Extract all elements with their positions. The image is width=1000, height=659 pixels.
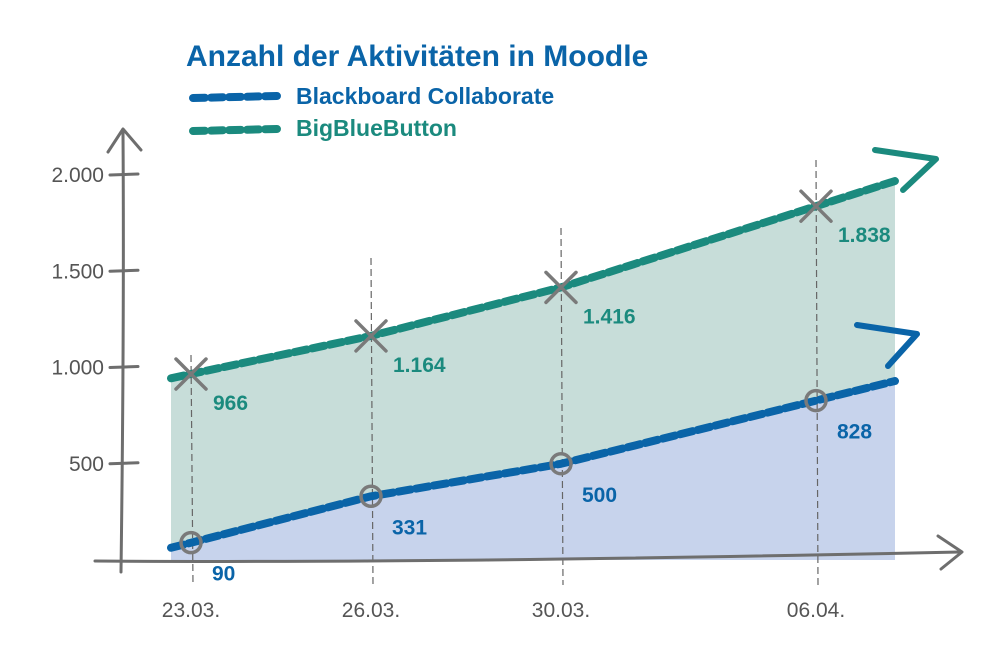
trend-arrows: [854, 147, 939, 369]
x-tick-label: 06.04.: [787, 599, 845, 622]
y-tick-label: 1.000: [51, 357, 104, 380]
series-line-bigbluebutton: [167, 177, 899, 383]
y-axis-arrowhead: [106, 127, 143, 154]
area-fills: [171, 181, 895, 560]
legend-swatch-blackboard: [189, 92, 281, 102]
data-label-bigbluebutton: 966: [213, 392, 248, 415]
x-axis: [93, 550, 962, 563]
point-bigbluebutton: [799, 189, 833, 223]
point-blackboard: [549, 452, 573, 476]
guide-line: [190, 354, 194, 586]
data-labels: 90 331 500 828 966 1.164 1.416 1.838: [212, 224, 891, 585]
data-markers: [174, 189, 833, 555]
series-lines: [167, 177, 899, 552]
x-axis-arrowhead: [936, 534, 964, 571]
data-label-blackboard: 331: [392, 516, 427, 539]
data-label-bigbluebutton: 1.838: [838, 224, 891, 247]
x-tick-label: 23.03.: [162, 599, 220, 622]
legend-swatch-bigbluebutton: [189, 125, 281, 135]
trend-arrow-blackboard: [854, 322, 920, 369]
data-label-bigbluebutton: 1.164: [393, 354, 446, 377]
point-blackboard: [804, 388, 828, 413]
chart-title: Anzahl der Aktivitäten in Moodle: [186, 40, 648, 73]
y-tick-label: 1.500: [51, 260, 104, 283]
y-tick-mark: [108, 365, 140, 369]
point-blackboard: [179, 530, 203, 555]
y-tick-mark: [108, 461, 140, 466]
x-ticks: 23.03. 26.03. 30.03. 06.04.: [162, 599, 845, 622]
data-label-blackboard: 500: [582, 484, 617, 507]
y-axis: [119, 130, 125, 574]
point-bigbluebutton: [354, 319, 388, 353]
legend: Blackboard Collaborate BigBlueButton: [189, 83, 554, 141]
y-tick-mark: [108, 268, 140, 273]
axes: [93, 127, 964, 574]
x-tick-label: 30.03.: [532, 599, 590, 622]
y-tick-mark: [108, 172, 140, 177]
y-tick-label: 2.000: [51, 164, 104, 187]
data-label-bigbluebutton: 1.416: [583, 305, 636, 328]
guide-line: [815, 159, 819, 586]
y-ticks: 500 1.000 1.500 2.000: [51, 164, 140, 476]
point-blackboard: [359, 484, 383, 509]
data-label-blackboard: 90: [212, 563, 235, 586]
data-label-blackboard: 828: [837, 421, 872, 444]
point-bigbluebutton: [544, 270, 578, 305]
series-line-blackboard: [167, 377, 899, 552]
y-tick-label: 500: [69, 453, 104, 476]
legend-label-blackboard: Blackboard Collaborate: [296, 83, 554, 109]
legend-label-bigbluebutton: BigBlueButton: [296, 115, 457, 141]
x-tick-label: 26.03.: [342, 599, 400, 622]
point-bigbluebutton: [174, 357, 208, 391]
trend-arrow-bigbluebutton: [872, 147, 939, 193]
